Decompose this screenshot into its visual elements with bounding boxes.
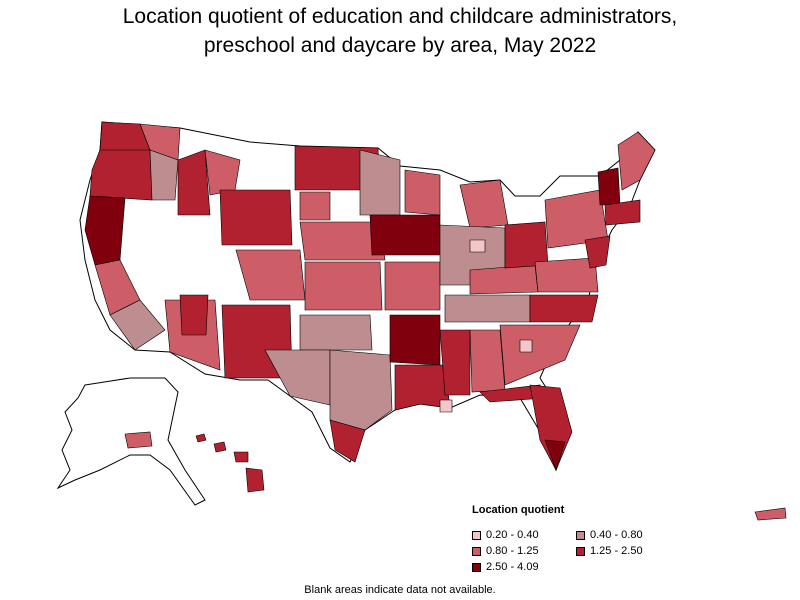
legend-swatch-4 [472,562,481,572]
region-ks [304,261,383,311]
title-line-2: preschool and daycare by area, May 2022 [203,34,597,57]
region-tx-coast [329,419,366,463]
hawaii-kauai [195,433,207,443]
region-ma-ct [604,199,641,226]
region-ne [299,221,386,261]
region-az-north [179,294,209,336]
region-ar [389,314,441,366]
region-fl-south [544,439,566,471]
legend-swatch-3 [576,546,585,556]
region-me [617,131,656,191]
legend-swatch-1 [576,530,585,540]
region-ca-south [109,299,166,351]
legend-item-4: 2.50 - 4.09 [472,560,576,574]
legend-label-1: 0.40 - 0.80 [590,529,643,541]
legend-swatch-0 [472,530,481,540]
region-oh [504,221,549,269]
hawaii-oahu [213,441,227,453]
region-ms [439,329,471,396]
map-title: Location quotient of education and child… [0,2,800,60]
region-low-lq-a [469,239,486,253]
footnote: Blank areas indicate data not available. [304,584,496,596]
region-or-east [149,149,179,201]
legend-label-3: 1.25 - 2.50 [590,545,643,557]
hawaii-maui [233,451,249,463]
legend-item-0: 0.20 - 0.40 [472,528,576,542]
region-wy [219,189,293,246]
region-mo [384,261,441,311]
title-line-1: Location quotient of education and child… [122,5,678,28]
region-wv-va [534,257,599,293]
legend-label-4: 2.50 - 4.09 [486,561,539,573]
legend-item-1: 0.40 - 0.80 [576,528,686,542]
region-low-lq-b [519,339,533,353]
region-tn [444,294,531,323]
legend-grid: 0.20 - 0.40 0.40 - 0.80 0.80 - 1.25 1.25… [472,528,692,574]
region-or [89,149,153,201]
region-la [394,364,451,411]
hawaii-big-island [245,467,265,493]
legend-label-2: 0.80 - 1.25 [486,545,539,557]
region-tx-east [329,349,393,431]
alaska-region-colored [124,431,153,449]
map-legend: Location quotient 0.20 - 0.40 0.40 - 0.8… [472,504,692,574]
region-ky [469,264,539,295]
legend-swatch-2 [472,546,481,556]
region-nj-md [584,235,611,269]
region-nc [529,294,599,323]
region-mn [359,149,401,216]
region-fl-peninsula [529,384,573,471]
region-wi [404,169,441,216]
region-ia [369,214,441,256]
puerto-rico [754,507,787,521]
region-id [177,149,211,216]
region-vt-nh [597,167,621,206]
region-ok [299,314,373,351]
legend-label-0: 0.20 - 0.40 [486,529,539,541]
region-sd [299,191,331,221]
region-al [469,329,506,393]
legend-item-2: 0.80 - 1.25 [472,544,576,558]
region-low-lq-c [439,399,453,413]
legend-title: Location quotient [472,504,565,516]
legend-item-3: 1.25 - 2.50 [576,544,686,558]
